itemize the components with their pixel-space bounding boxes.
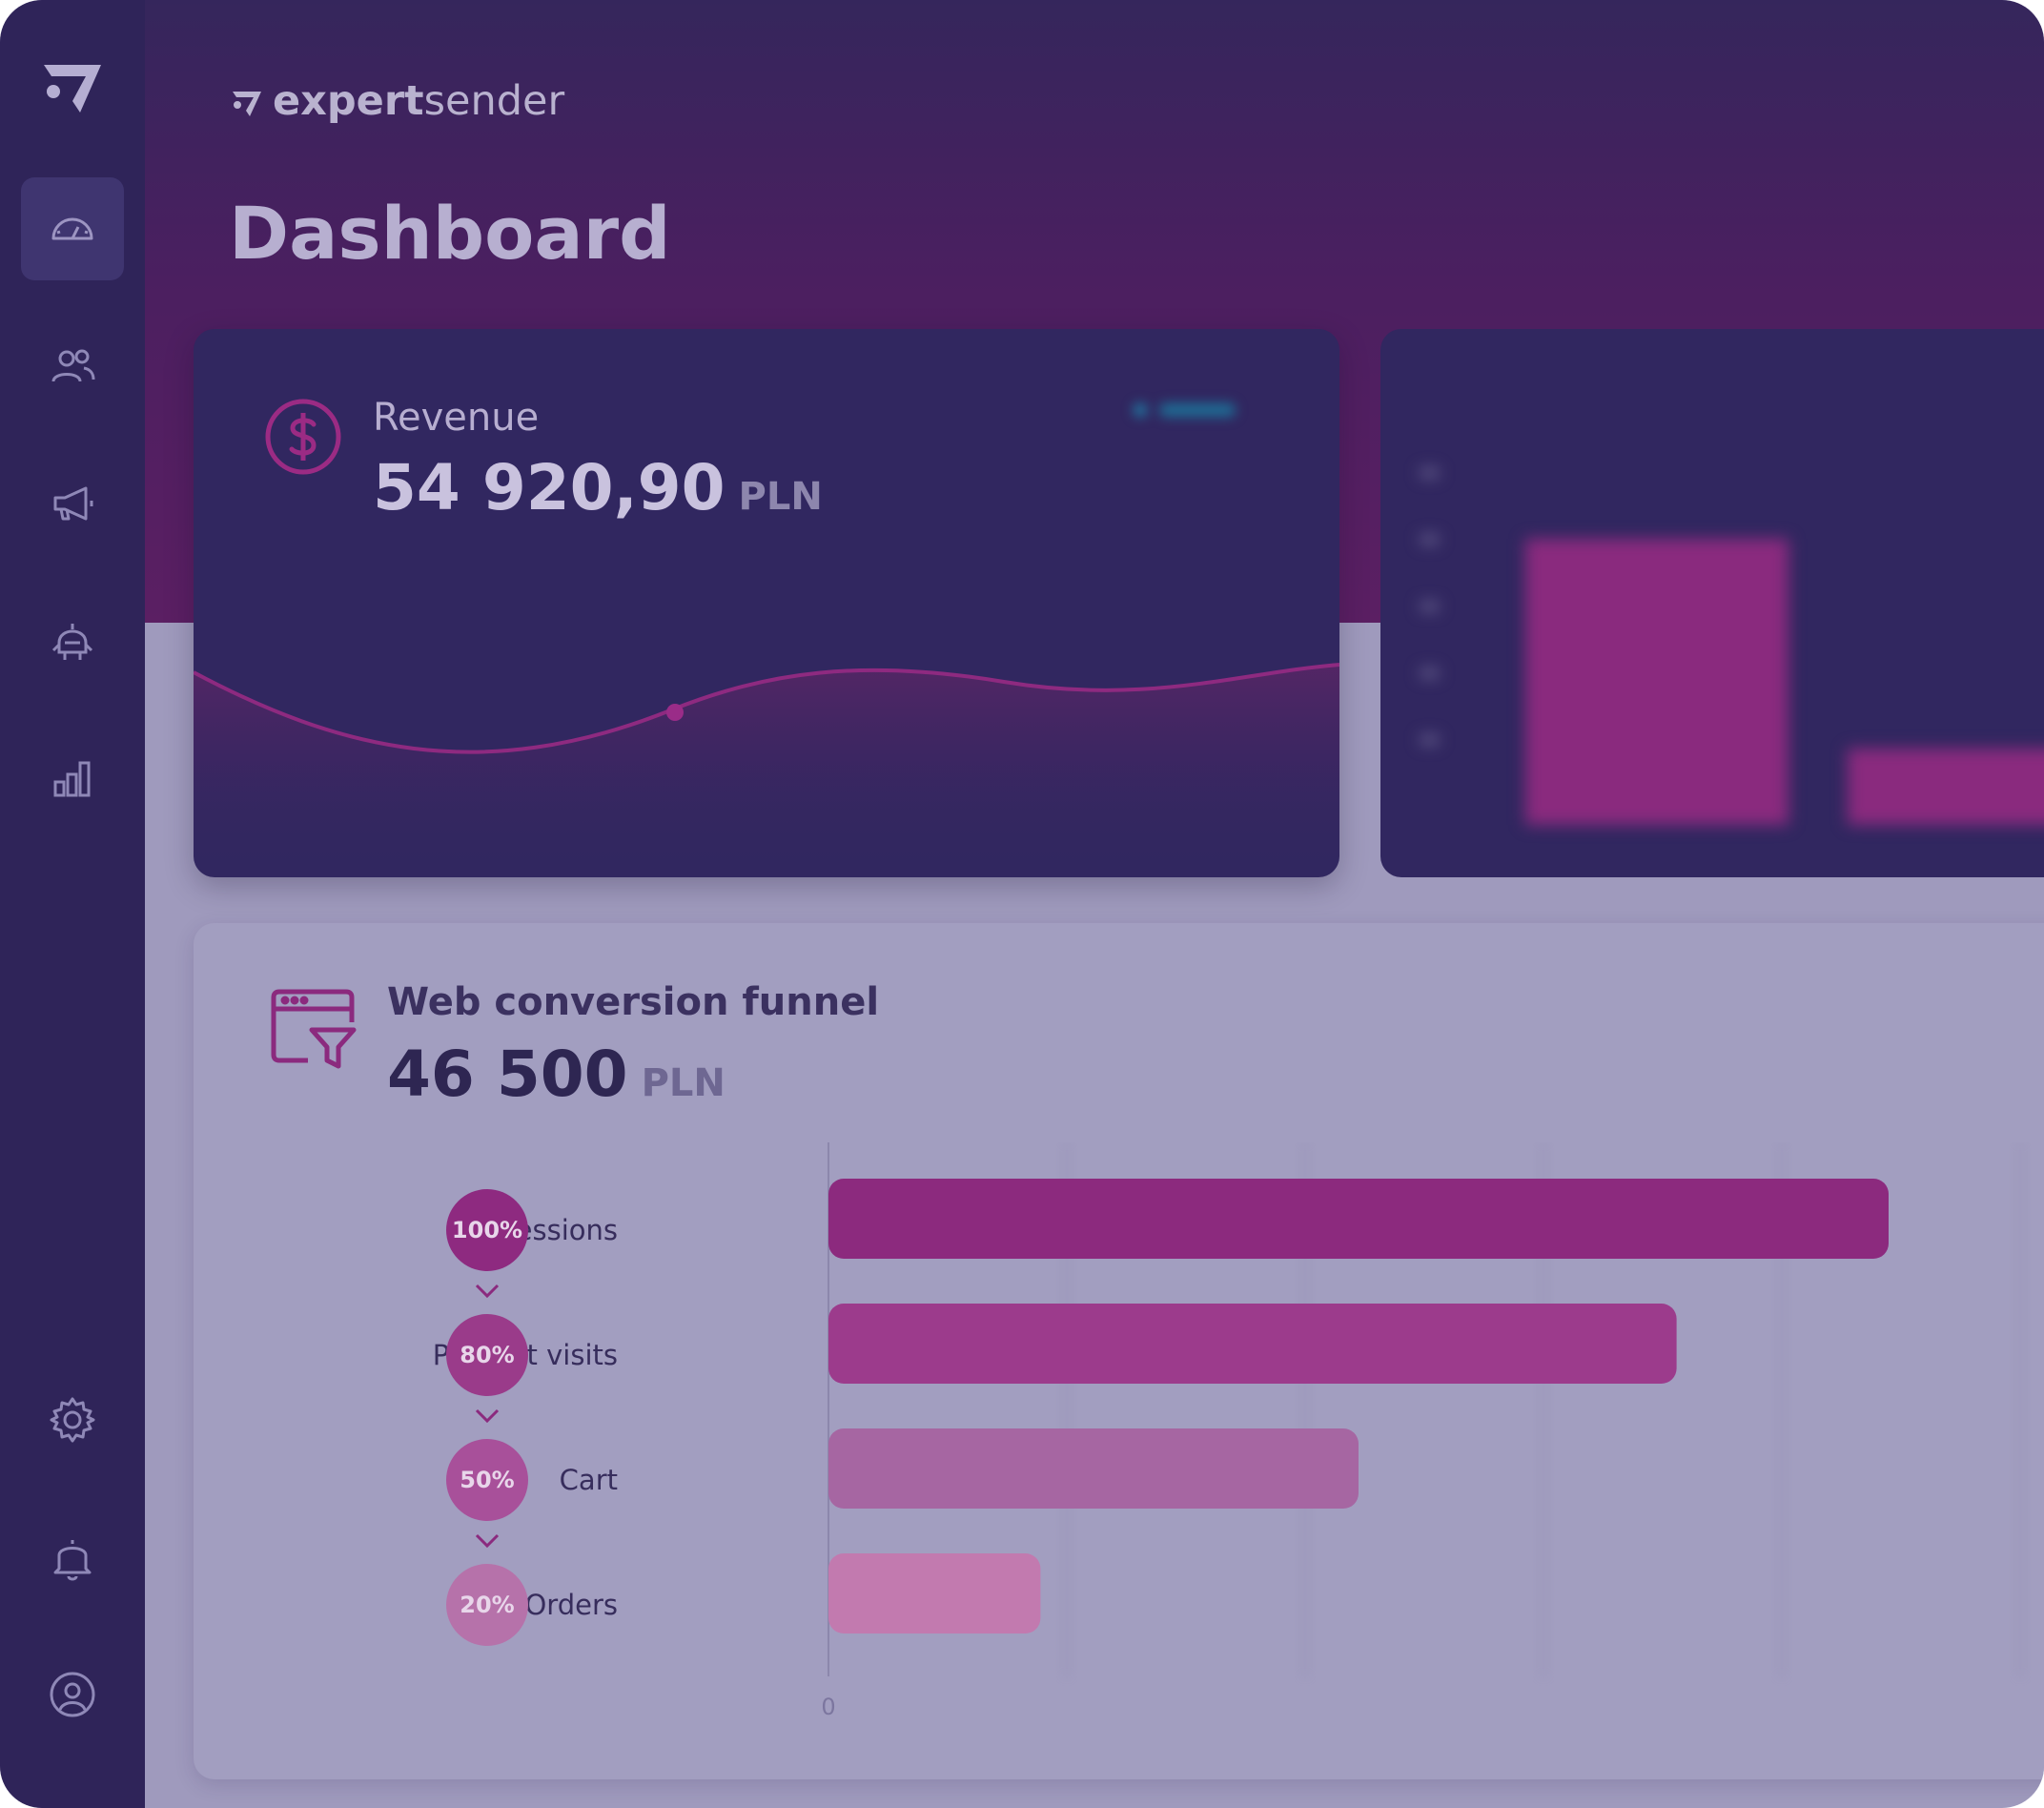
bar-chart-icon — [53, 761, 91, 797]
sidebar-item-automation[interactable] — [21, 589, 124, 692]
revenue-line — [194, 663, 1339, 754]
revenue-trend-badge — [1134, 403, 1236, 417]
x-tick-label: 0 — [821, 1694, 835, 1720]
stage-percent-product-visits: 80% — [446, 1314, 528, 1396]
dashboard-icon — [51, 217, 93, 240]
channel-tick: ▬ — [1419, 524, 1441, 551]
channel-bar — [1848, 749, 2044, 825]
revenue-by-channel-card[interactable]: ▬ ▬ ▬ ▬ ▬ — [1380, 329, 2044, 877]
chevron-down-icon — [475, 1284, 500, 1299]
stage-percent-sessions: 100% — [446, 1189, 528, 1271]
users-icon — [51, 349, 95, 382]
sidebar-item-reports[interactable] — [21, 727, 124, 830]
channel-card-content: ▬ ▬ ▬ ▬ ▬ — [1380, 329, 2044, 877]
page-title: Dashboard — [229, 191, 671, 276]
app-logo-icon[interactable] — [38, 57, 107, 126]
channel-bar — [1525, 539, 1788, 825]
robot-icon — [51, 624, 93, 660]
funnel-bar-chart: 0 — [821, 1142, 2021, 1720]
revenue-value: 54 920,90 — [373, 451, 726, 524]
user-icon — [50, 1672, 95, 1717]
bell-icon — [53, 1540, 92, 1581]
sidebar-item-contacts[interactable] — [21, 315, 124, 418]
channel-tick: ▬ — [1419, 591, 1441, 618]
sidebar-item-notifications[interactable] — [21, 1506, 124, 1609]
funnel-bar-orders[interactable] — [828, 1553, 1041, 1633]
funnel-bar-cart[interactable] — [828, 1428, 1359, 1509]
gear-icon — [50, 1397, 95, 1443]
funnel-title: Web conversion funnel — [387, 980, 880, 1024]
channel-tick: ▬ — [1419, 658, 1441, 685]
browser-filter-icon — [271, 989, 357, 1069]
revenue-card[interactable]: Revenue 54 920,90 PLN — [194, 329, 1339, 877]
revenue-value-row: 54 920,90 PLN — [373, 451, 823, 524]
channel-tick: ▬ — [1419, 725, 1441, 751]
megaphone-icon — [53, 486, 93, 521]
funnel-bar-product-visits[interactable] — [828, 1304, 1677, 1384]
sidebar-item-dashboard[interactable] — [21, 177, 124, 280]
brand-wordmark: expert sender — [273, 77, 564, 125]
revenue-currency: PLN — [738, 475, 823, 519]
sidebar-item-settings[interactable] — [21, 1368, 124, 1471]
funnel-value-row: 46 500 PLN — [387, 1038, 726, 1111]
web-conversion-funnel-card[interactable]: Web conversion funnel 46 500 PLN Session… — [194, 923, 2044, 1779]
dollar-icon — [265, 399, 341, 475]
sidebar-item-profile[interactable] — [21, 1643, 124, 1746]
funnel-value: 46 500 — [387, 1038, 628, 1111]
funnel-bar-sessions[interactable] — [828, 1179, 1889, 1259]
brand-logo[interactable]: expert sender — [227, 72, 564, 130]
chevron-down-icon — [475, 1533, 500, 1549]
channel-tick: ▬ — [1419, 458, 1441, 484]
funnel-currency: PLN — [641, 1061, 726, 1105]
stage-percent-orders: 20% — [446, 1564, 528, 1646]
revenue-label: Revenue — [373, 396, 540, 440]
revenue-point — [666, 704, 684, 721]
stage-percent-cart: 50% — [446, 1439, 528, 1521]
revenue-area — [194, 665, 1339, 877]
stage-label-orders: Orders — [524, 1589, 618, 1621]
chevron-down-icon — [475, 1408, 500, 1424]
brand-name-bold: expert — [273, 77, 424, 125]
brand-name-light: sender — [423, 77, 565, 125]
stage-label-cart: Cart — [559, 1464, 618, 1496]
revenue-sparkline — [194, 663, 1339, 877]
sidebar-item-campaigns[interactable] — [21, 452, 124, 555]
brand-mark-icon — [233, 92, 261, 116]
sidebar — [0, 0, 145, 1808]
